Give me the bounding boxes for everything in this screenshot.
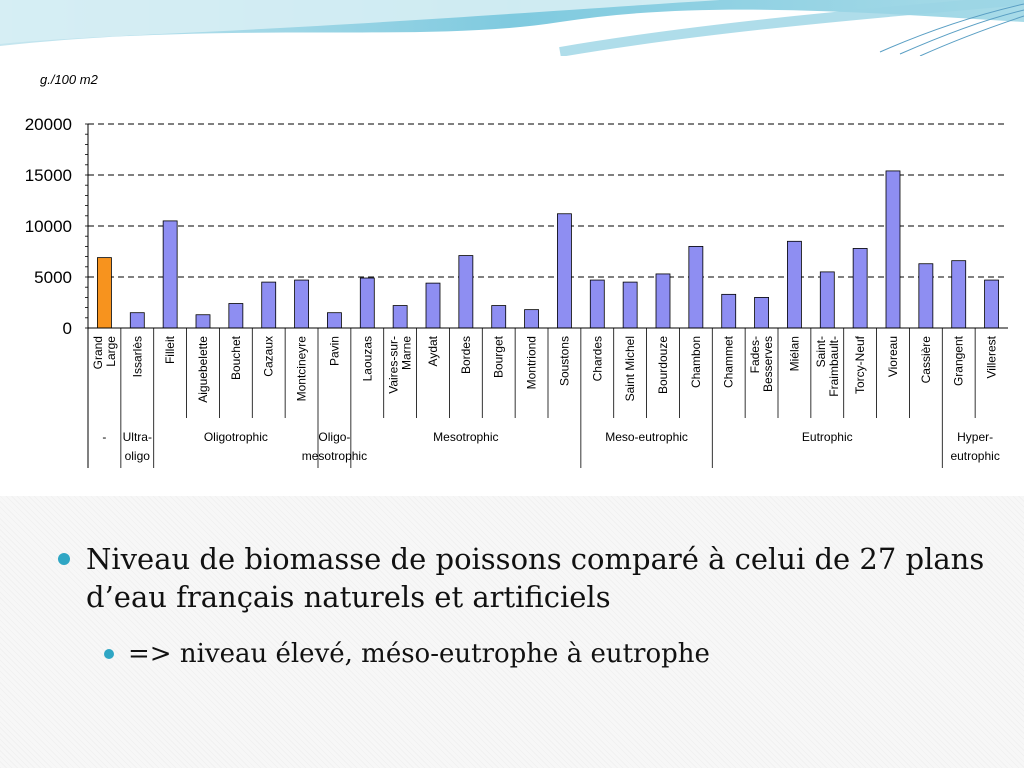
category-label: Bouchet <box>229 335 243 380</box>
category-label: Saint- <box>814 336 828 367</box>
category-labels: Grand Large Issarlès Filleit Aiguebelette Bou… <box>91 335 999 402</box>
category-label: Bourget <box>492 335 506 378</box>
bullet-text: Niveau de biomasse de poissons comparé à… <box>86 542 985 614</box>
category-label: Laouzas <box>360 336 374 381</box>
bar-saint-michel <box>622 281 638 329</box>
category-label: Vioreau <box>886 336 900 377</box>
group-label: Hyper- <box>957 430 993 444</box>
biomass-bar-chart: g./100 m2 0 5000 10000 15000 20000 Grand Larg… <box>25 72 1008 468</box>
category-label: Bourdouze <box>656 336 670 394</box>
bar-soustons <box>557 213 572 329</box>
category-label: Aiguebelette <box>196 336 210 403</box>
group-label: Oligo- <box>318 430 350 444</box>
bar-chammet <box>721 293 737 329</box>
bar-vaires-sur-marne <box>392 305 408 329</box>
category-label: Soustons <box>557 336 571 386</box>
sub-bullet-item: => niveau élevé, méso-eutrophe à eutroph… <box>56 638 986 670</box>
y-tick-label: 0 <box>63 319 72 338</box>
y-tick-label: 15000 <box>25 166 72 185</box>
bullet-item: Niveau de biomasse de poissons comparé à… <box>56 540 986 616</box>
bar-chambon <box>688 245 704 329</box>
category-label: Vaires-sur- <box>387 336 401 394</box>
category-label: Montcineyre <box>295 336 309 402</box>
group-label: mesotrophic <box>302 449 367 463</box>
group-label: Ultra- <box>123 430 152 444</box>
y-tick-label: 5000 <box>34 268 72 287</box>
bullet-dot-icon <box>58 553 70 565</box>
category-label: Pavin <box>327 336 341 366</box>
bar-grangent <box>951 260 967 329</box>
category-label: Villerest <box>985 335 999 378</box>
y-tick-label: 10000 <box>25 217 72 236</box>
bar-villerest <box>984 279 999 329</box>
bar-bourget <box>491 305 507 329</box>
bar-filleit <box>162 220 178 329</box>
category-label: Chardes <box>590 336 604 381</box>
bar-torcy-neuf <box>852 248 868 329</box>
category-label: Aydat <box>426 335 440 366</box>
category-label: Large <box>104 336 118 367</box>
header-banner <box>0 0 1024 57</box>
bar-cazaux <box>261 281 277 329</box>
bar-pavin <box>327 312 342 329</box>
y-tick-label: 20000 <box>25 115 72 134</box>
category-label: Filleit <box>163 335 177 364</box>
bullet-list: Niveau de biomasse de poissons comparé à… <box>56 540 986 670</box>
sub-bullet-text: => niveau élevé, méso-eutrophe à eutroph… <box>128 639 710 669</box>
category-label: Bordes <box>459 336 473 374</box>
category-label: Fraimbault- <box>827 336 841 397</box>
group-label: eutrophic <box>950 449 999 463</box>
group-label: Eutrophic <box>802 430 853 444</box>
bar-grand-large <box>97 257 112 329</box>
chart-area: g./100 m2 0 5000 10000 15000 20000 Grand Larg… <box>0 56 1024 496</box>
bar-saint-fraimbault <box>819 271 835 329</box>
bar-vioreau <box>885 170 901 329</box>
bar-aydat <box>425 282 441 329</box>
bullet-dot-icon <box>104 649 114 659</box>
y-tick-labels: 0 5000 10000 15000 20000 <box>25 115 72 338</box>
category-label: Grangent <box>952 335 966 386</box>
text-panel <box>0 496 1024 768</box>
y-axis-unit-label: g./100 m2 <box>40 72 99 87</box>
group-label: Oligotrophic <box>204 430 268 444</box>
category-label: Montriond <box>525 336 539 389</box>
category-label: Torcy-Neuf <box>853 335 867 394</box>
category-label: Miélan <box>787 336 801 371</box>
category-label: Cassière <box>919 336 933 384</box>
group-label: Meso-eutrophic <box>605 430 688 444</box>
category-label: Marne <box>400 336 414 370</box>
bar-montcineyre <box>294 279 309 329</box>
group-label: Mesotrophic <box>433 430 498 444</box>
bar-fades-besserves <box>754 296 769 329</box>
bars <box>97 170 999 329</box>
bar-mi-lan <box>787 240 802 329</box>
category-label: Grand <box>91 336 105 369</box>
category-label: Fades- <box>748 336 762 373</box>
gridlines <box>88 123 1008 278</box>
bar-bouchet <box>228 303 244 329</box>
group-label: oligo <box>125 449 151 463</box>
category-label: Issarlès <box>130 336 144 377</box>
bar-montriond <box>524 309 539 329</box>
bar-chardes <box>589 279 605 329</box>
category-label: Chambon <box>689 336 703 388</box>
header-wave-graphic <box>0 0 1024 57</box>
bar-bordes <box>458 255 474 329</box>
category-label: Saint Michel <box>623 336 637 401</box>
axes <box>85 123 1008 468</box>
bar-issarl-s <box>129 312 145 329</box>
bar-bourdouze <box>655 273 671 329</box>
bar-aiguebelette <box>195 314 211 329</box>
category-label: Besserves <box>761 336 775 392</box>
bar-laouzas <box>359 277 375 329</box>
bar-cassi-re <box>918 263 934 329</box>
group-labels: - Ultra-oligo Oligotrophic Oligo-mesotrophi… <box>102 430 999 463</box>
group-label: - <box>102 430 106 444</box>
category-label: Chammet <box>722 335 736 388</box>
category-label: Cazaux <box>262 336 276 377</box>
